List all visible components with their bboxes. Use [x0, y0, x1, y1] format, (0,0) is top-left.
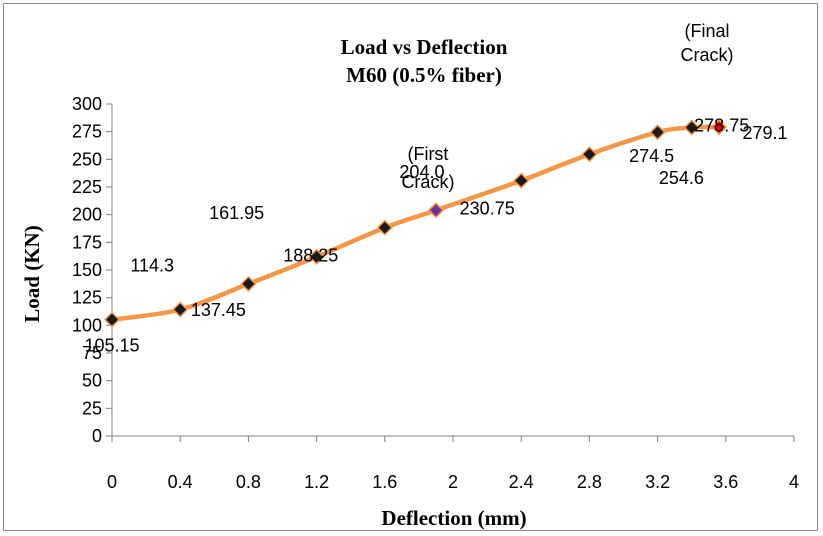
- x-axis-title: Deflection (mm): [381, 506, 526, 530]
- data-label: 114.3: [130, 256, 174, 276]
- data-point-marker: [172, 301, 189, 318]
- x-tick-label: 0.8: [236, 472, 261, 492]
- chart-title: Load vs Deflection: [341, 35, 508, 59]
- y-tick-label: 275: [72, 122, 102, 142]
- tick-labels: 0 25 50 75 100 125 150 175 200 225 250 275 300 0 0.4 0.…: [72, 94, 799, 492]
- markers: [103, 119, 728, 328]
- data-label: 278.75: [694, 116, 749, 136]
- annotation-line: Crack): [401, 172, 454, 192]
- data-point-marker: [376, 219, 393, 236]
- data-point-marker: [308, 248, 325, 265]
- y-tick-label: 225: [72, 177, 102, 197]
- data-label: 204.0: [399, 162, 444, 182]
- y-tick-label: 200: [72, 205, 102, 225]
- y-tick-label: 75: [82, 343, 102, 363]
- data-point-marker: [581, 146, 598, 163]
- data-point-marker: [103, 311, 121, 328]
- data-point-marker: [649, 124, 666, 141]
- chart-frame: Load vs Deflection M60 (0.5% fiber) Defl…: [3, 3, 818, 531]
- annotations: (First Crack) (Final Crack): [401, 21, 733, 192]
- y-tick-label: 0: [92, 426, 102, 446]
- x-tick-label: 4: [789, 472, 799, 492]
- y-tick-label: 25: [82, 398, 102, 418]
- data-label: 161.95: [209, 203, 264, 223]
- y-tick-label: 150: [72, 260, 102, 280]
- annotation-line: (Final: [684, 21, 729, 41]
- data-point-marker: [240, 275, 257, 292]
- data-label: 274.5: [629, 146, 674, 166]
- y-tick-label: 175: [72, 232, 102, 252]
- axes: [106, 103, 795, 442]
- line-chart: Load vs Deflection M60 (0.5% fiber) Defl…: [20, 21, 799, 530]
- data-label: 137.45: [191, 300, 246, 320]
- x-tick-label: 2.8: [577, 472, 602, 492]
- x-tick-label: 1.6: [372, 472, 397, 492]
- y-tick-label: 250: [72, 149, 102, 169]
- y-tick-label: 50: [82, 371, 102, 391]
- x-tick-label: 3.6: [713, 472, 738, 492]
- data-point-marker: [683, 119, 700, 136]
- y-axis-title: Load (KN): [20, 225, 44, 322]
- chart-subtitle: M60 (0.5% fiber): [346, 63, 502, 87]
- data-label: 279.1: [742, 123, 787, 143]
- data-label: 105.15: [84, 336, 139, 356]
- data-label: 254.6: [659, 168, 704, 188]
- y-tick-label: 100: [72, 315, 102, 335]
- x-tick-label: 0.4: [168, 472, 193, 492]
- annotation-line: (First: [407, 144, 448, 164]
- x-tick-label: 2.4: [509, 472, 534, 492]
- x-tick-label: 1.2: [304, 472, 329, 492]
- y-tick-label: 125: [72, 288, 102, 308]
- y-tick-label: 300: [72, 94, 102, 114]
- x-tick-label: 3.2: [645, 472, 670, 492]
- data-label: 188.25: [283, 246, 338, 266]
- data-point-marker: [427, 202, 445, 219]
- data-labels: 105.15 114.3 137.45 161.95 188.25 204.0 230.75…: [84, 116, 787, 356]
- data-point-marker: [513, 172, 530, 189]
- annotation-line: Crack): [680, 45, 733, 65]
- x-tick-label: 0: [107, 472, 117, 492]
- x-tick-label: 2: [448, 472, 458, 492]
- annotation-label: (First Crack): [401, 144, 454, 192]
- data-point-marker: [710, 119, 728, 136]
- data-label: 230.75: [460, 199, 515, 219]
- annotation-label: (Final Crack): [680, 21, 733, 65]
